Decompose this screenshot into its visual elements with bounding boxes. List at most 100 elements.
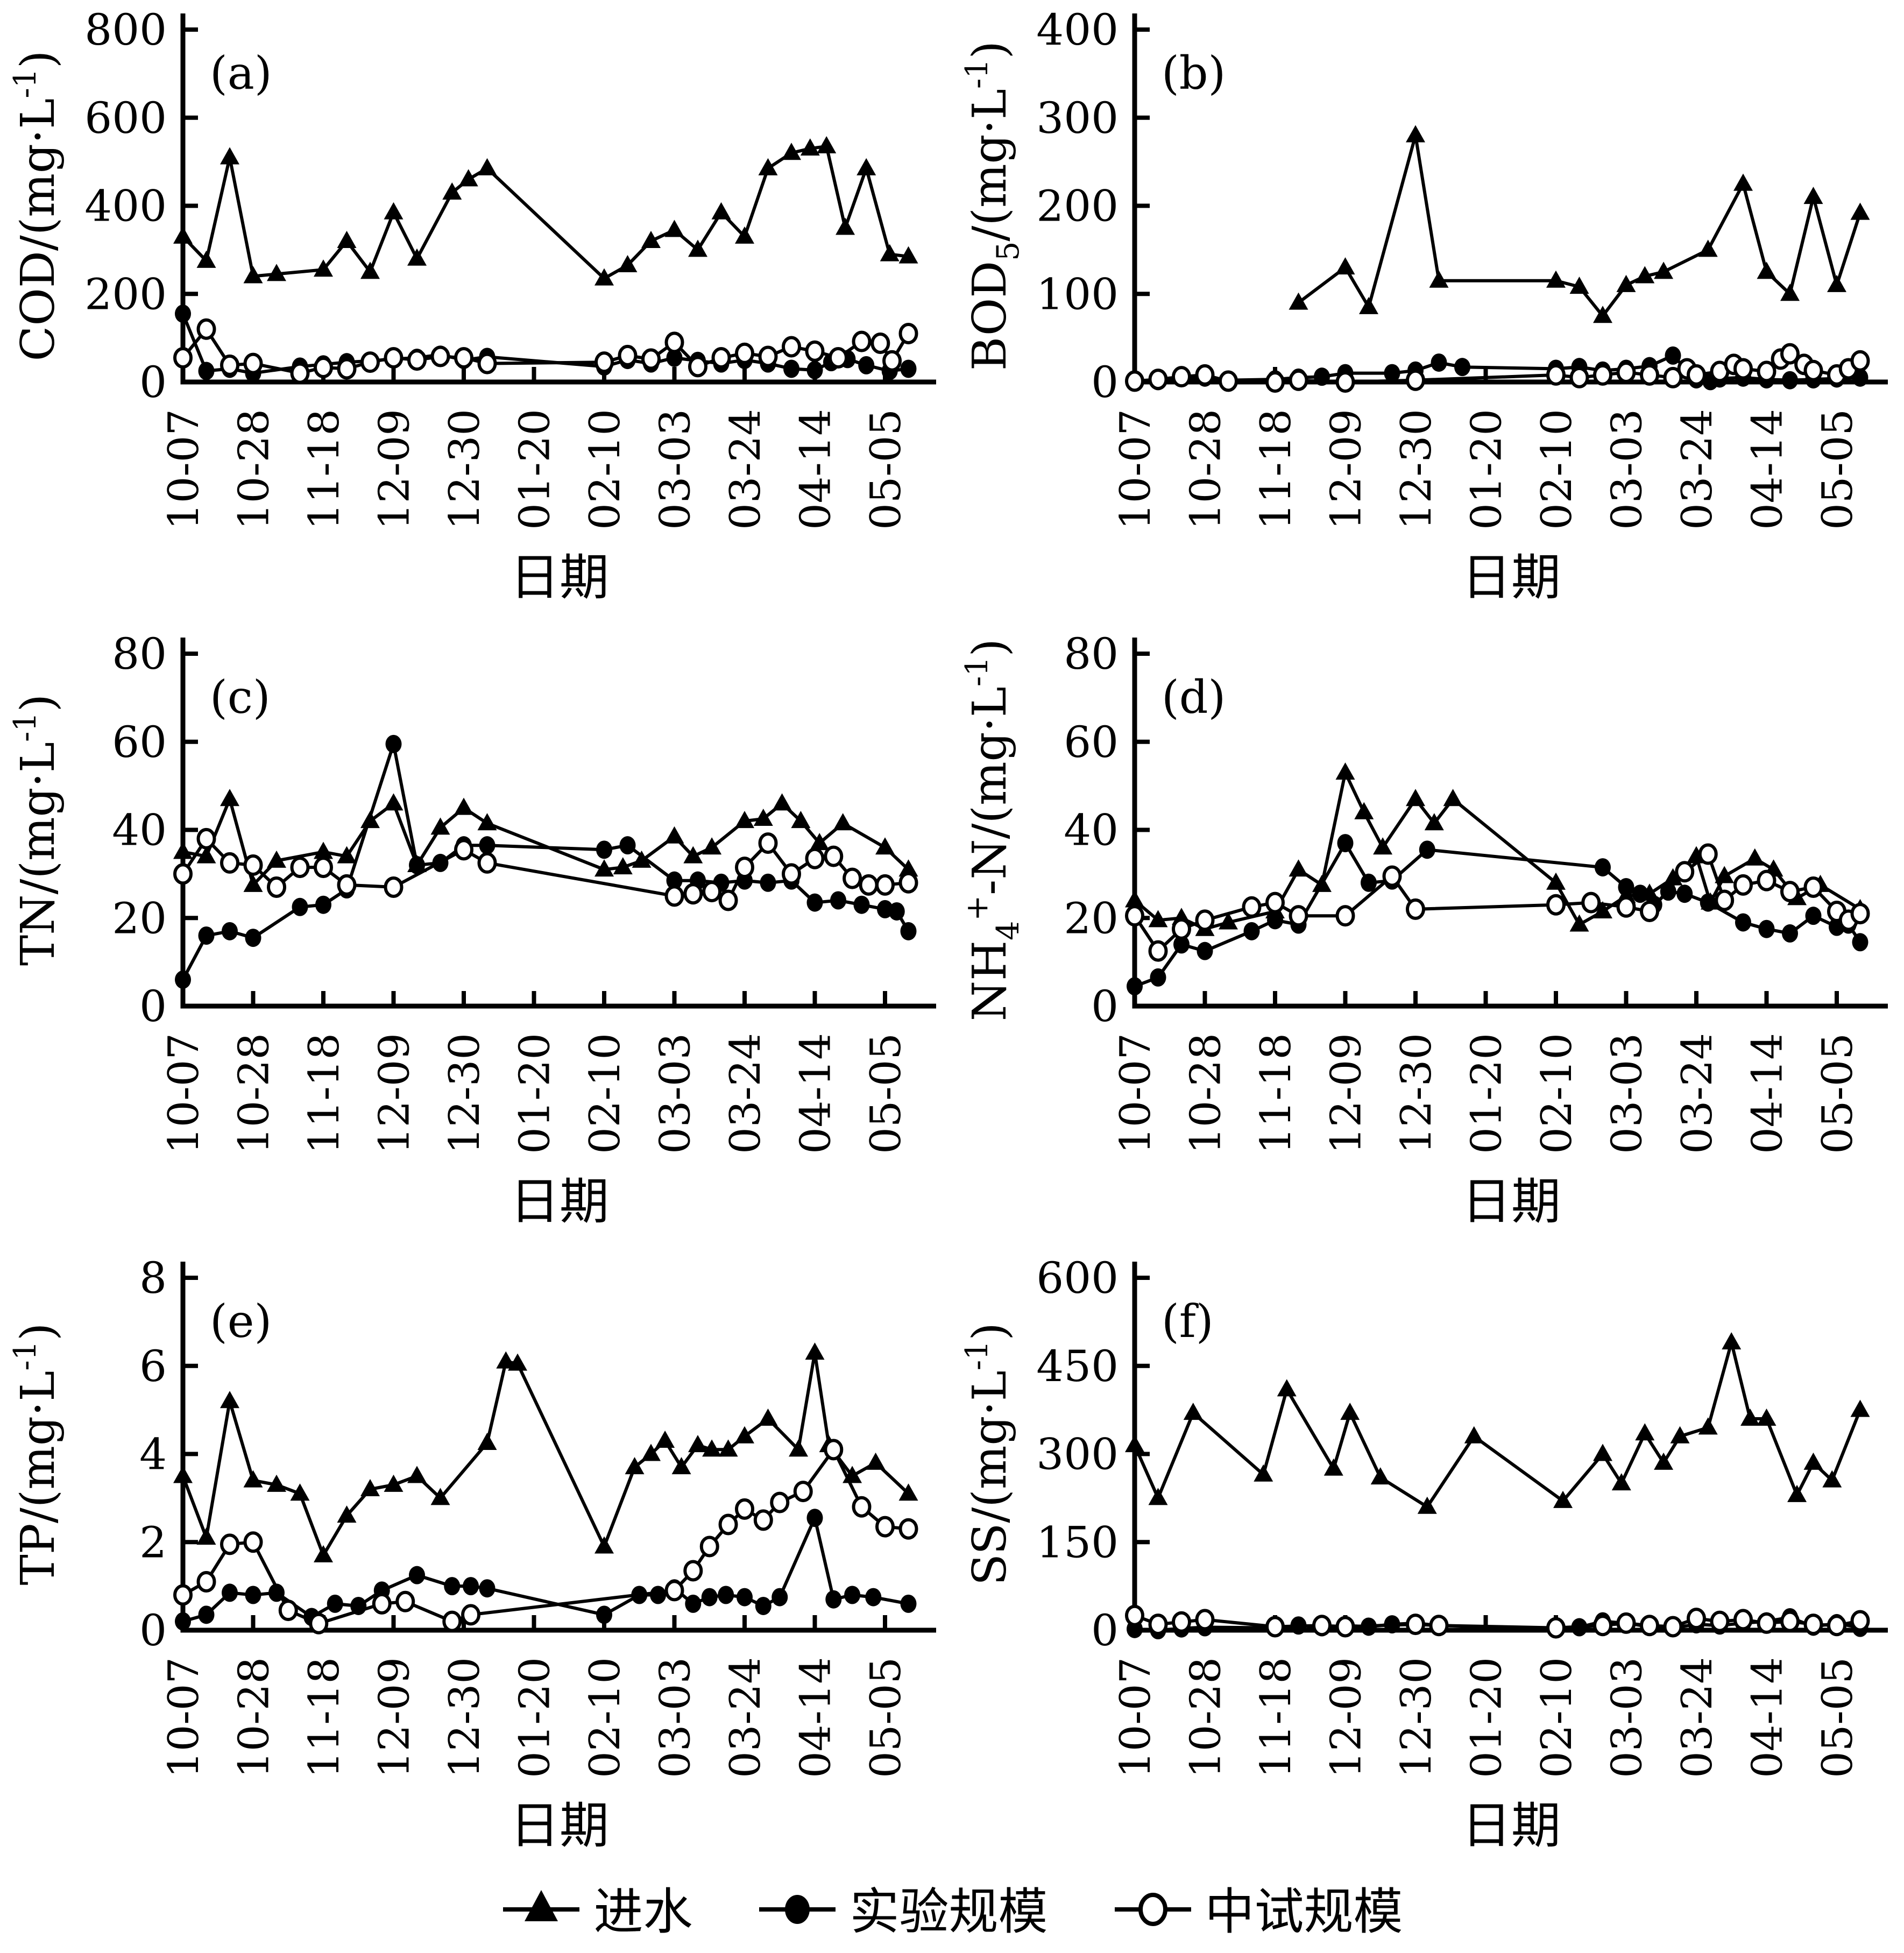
triangle-marker [458,169,478,187]
y-axis-title: BOD5/(mg·L-1) [959,41,1026,371]
triangle-marker [1745,848,1765,866]
triangle-marker [1340,1403,1360,1420]
open-circle-marker [1698,843,1718,865]
triangle-marker [477,158,497,175]
legend-label-lab-scale: 实验规模 [850,1883,1048,1941]
open-circle-marker [290,857,310,879]
open-circle-marker [758,345,778,367]
triangle-marker [789,1439,809,1457]
open-circle-marker [1663,1616,1683,1638]
open-circle-marker [1265,1616,1285,1638]
x-tick-label: 02-10 [1533,1657,1581,1778]
filled-circle-marker [175,970,191,989]
y-tick-label: 600 [1036,1253,1119,1303]
filled-circle-marker [718,1586,734,1604]
series-line [1297,135,1862,319]
triangle-marker [641,1443,661,1461]
filled-circle-marker [844,1586,861,1604]
filled-circle-marker [900,1594,917,1613]
open-circle-marker [1780,881,1800,903]
open-circle-marker [309,1612,329,1634]
x-tick-label: 02-10 [1533,409,1581,530]
filled-circle-marker [701,1588,718,1607]
y-tick-label: 20 [1064,893,1119,943]
open-circle-marker [220,1533,239,1555]
x-tick-label: 03-24 [721,409,770,530]
series-filled-triangle [1125,1332,1870,1514]
filled-circle-marker [1700,893,1716,912]
filled-circle-marker [1676,884,1693,903]
x-axis-title: 日期 [1462,549,1561,606]
open-circle-marker [1242,896,1262,918]
series-open-circle [1125,343,1870,393]
filled-circle-marker [650,1586,667,1604]
open-circle-marker [173,863,193,885]
axes [180,638,936,1009]
filled-circle-marker [409,856,425,874]
open-circle-marker [735,857,754,879]
open-circle-marker [1289,905,1308,927]
triangle-marker [314,841,333,859]
open-circle-marker [1148,369,1168,391]
open-circle-marker [1803,876,1823,898]
triangle-marker [836,217,855,235]
filled-circle-marker [1632,884,1648,903]
y-tick-label: 200 [84,269,167,319]
x-tick-label: 03-03 [652,409,700,530]
x-tick-label: 12-09 [371,1033,419,1154]
open-circle-marker [594,351,614,373]
triangle-marker [782,143,801,160]
open-circle-marker [1406,369,1425,391]
filled-circle-marker [1267,911,1283,930]
x-tick-label: 12-30 [1392,1033,1441,1154]
triangle-marker [1370,1467,1390,1485]
open-circle-marker [824,1439,844,1461]
x-tick-label: 10-07 [1112,1657,1160,1778]
y-tick-label: 80 [1064,629,1119,679]
triangle-icon [525,1890,558,1921]
axes [1132,13,1888,385]
filled-circle-marker [806,1509,823,1527]
triangle-marker [1148,1488,1168,1505]
triangle-marker [1359,296,1378,314]
triangle-marker [1569,277,1589,294]
open-circle-marker [1675,861,1695,883]
triangle-marker [337,846,357,864]
triangle-marker [1373,837,1393,855]
x-tick-label: 10-07 [1112,409,1160,530]
open-circle-marker [477,852,497,874]
open-circle-marker [1757,869,1776,891]
open-circle-marker [852,1496,872,1518]
triangle-marker [718,1439,738,1457]
triangle-marker [688,239,707,257]
open-circle-marker [683,1560,703,1582]
filled-circle-marker [327,1594,343,1613]
open-circle-marker [1406,898,1425,920]
triangle-marker [454,797,473,815]
open-circle-marker [782,863,801,885]
x-tick-label: 03-03 [1603,409,1652,530]
triangle-marker [857,158,876,175]
open-circle-marker [430,345,450,367]
y-tick-label: 40 [1064,805,1119,855]
triangle-marker [1616,274,1636,292]
filled-circle-marker [1735,913,1751,932]
open-circle-marker [641,348,661,370]
triangle-marker [1733,173,1753,191]
y-tick-label: 80 [112,629,167,679]
triangle-marker [800,138,820,156]
triangle-marker [1289,292,1308,310]
x-tick-label: 05-05 [1814,409,1862,530]
triangle-marker [898,1483,918,1501]
series-filled-triangle [1289,125,1870,323]
open-circle-marker [735,342,754,364]
x-tick-label: 05-05 [862,1033,910,1154]
triangle-marker [196,846,216,864]
open-circle-marker [1219,370,1238,392]
axes [1132,638,1888,1009]
panel-b-chart: 0 100 200 300 400 10-07 10-28 11-18 12-09 12-30 01… [959,5,1888,606]
y-axis-title: NH4+-N/(mg·L-1) [959,639,1026,1021]
open-circle-marker [718,889,738,911]
filled-circle-marker [1595,858,1611,877]
